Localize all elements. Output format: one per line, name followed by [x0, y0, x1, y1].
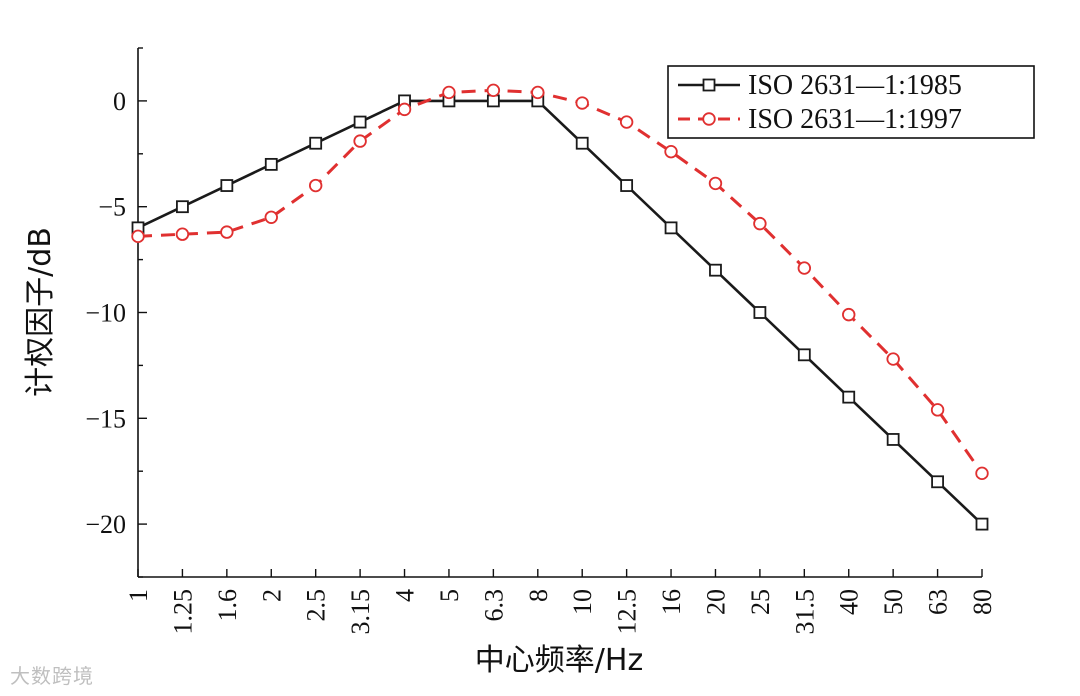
y-tick-label: −10: [85, 299, 126, 328]
watermark-text: 大数跨境: [10, 664, 94, 688]
data-point: [664, 144, 678, 159]
x-tick-label: 1.6: [213, 589, 242, 622]
data-point: [664, 221, 678, 235]
series-layer: [131, 83, 989, 531]
data-point: [308, 178, 323, 193]
data-point: [931, 475, 944, 489]
x-axis-ticks: 1 1.25 1.6 2 2.5 3.15 4 5 6.3 8 10 12.5 16 20 25 31.5 40…: [124, 569, 997, 635]
data-point: [486, 83, 501, 98]
x-tick-label: 80: [968, 589, 997, 615]
x-tick-label: 31.5: [790, 589, 819, 635]
y-tick-label: −20: [85, 510, 126, 539]
y-axis-ticks: 0 −5 −10 −15 −20: [85, 47, 147, 578]
data-point: [353, 134, 367, 148]
y-axis-title: 计权因子/dB: [23, 227, 58, 397]
series-line: [137, 99, 983, 526]
data-point: [886, 352, 900, 366]
x-tick-label: 2.5: [302, 589, 331, 622]
legend-marker: [702, 78, 716, 92]
series-1: [131, 94, 989, 531]
x-tick-label: 25: [746, 589, 775, 615]
data-point: [353, 115, 367, 129]
data-point: [309, 136, 323, 150]
x-tick-label: 50: [879, 589, 908, 615]
x-tick-label: 16: [657, 589, 686, 615]
data-point: [220, 179, 234, 192]
data-point: [708, 176, 723, 191]
x-tick-label: 12.5: [613, 589, 642, 635]
x-tick-label: 1.25: [168, 589, 197, 635]
legend-box: [667, 65, 1035, 139]
data-point: [797, 261, 812, 275]
data-point: [575, 136, 589, 150]
data-point: [753, 216, 767, 231]
data-point: [575, 96, 589, 110]
legend-marker: [702, 112, 716, 126]
legend-label: ISO 2631—1:1985: [748, 70, 962, 101]
data-point: [264, 157, 278, 171]
data-point: [531, 85, 545, 100]
x-tick-label: 4: [391, 589, 420, 602]
x-tick-label: 6.3: [479, 589, 508, 622]
data-point: [620, 179, 634, 192]
x-tick-label: 5: [435, 589, 464, 602]
data-point: [175, 227, 190, 241]
data-point: [442, 85, 456, 100]
x-axis-title: 中心频率/Hz: [475, 643, 643, 678]
data-point: [842, 307, 856, 322]
data-point: [619, 115, 634, 129]
y-tick-label: −15: [85, 404, 126, 433]
data-point: [486, 94, 500, 108]
data-point: [220, 225, 234, 239]
data-point: [886, 433, 900, 446]
data-point: [842, 390, 856, 404]
legend-label: ISO 2631—1:1997: [748, 104, 962, 135]
x-tick-label: 40: [835, 589, 864, 615]
data-point: [975, 517, 989, 531]
x-tick-label: 1: [124, 589, 153, 602]
data-point: [397, 102, 412, 117]
x-tick-label: 63: [924, 589, 953, 615]
y-tick-label: 0: [113, 87, 126, 116]
x-tick-label: 3.15: [346, 589, 375, 635]
series-line: [137, 88, 984, 475]
data-point: [930, 403, 945, 417]
data-point: [753, 306, 767, 319]
series-2: [131, 83, 989, 481]
data-point: [176, 200, 189, 214]
data-point: [797, 348, 811, 362]
x-tick-label: 8: [524, 589, 553, 602]
data-point: [131, 229, 145, 244]
x-tick-label: 20: [701, 589, 730, 615]
data-point: [709, 263, 722, 277]
data-point: [264, 210, 278, 224]
data-point: [975, 466, 989, 481]
x-tick-label: 10: [568, 589, 597, 615]
y-tick-label: −5: [98, 193, 126, 222]
x-tick-label: 2: [257, 589, 286, 602]
